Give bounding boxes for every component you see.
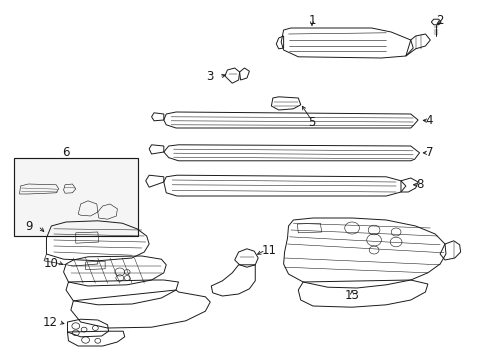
Text: 5: 5	[307, 116, 315, 129]
Text: 11: 11	[261, 243, 276, 256]
Text: 12: 12	[42, 315, 57, 328]
Text: 10: 10	[44, 257, 59, 270]
Text: 8: 8	[415, 178, 423, 191]
Bar	[14, 158, 138, 236]
Text: 6: 6	[62, 145, 70, 158]
Text: 3: 3	[206, 70, 214, 83]
Text: 2: 2	[435, 14, 443, 27]
Text: 7: 7	[425, 146, 432, 159]
Text: 13: 13	[344, 289, 359, 302]
Text: 9: 9	[25, 220, 33, 233]
Text: 1: 1	[307, 14, 315, 27]
Text: 4: 4	[425, 114, 432, 127]
